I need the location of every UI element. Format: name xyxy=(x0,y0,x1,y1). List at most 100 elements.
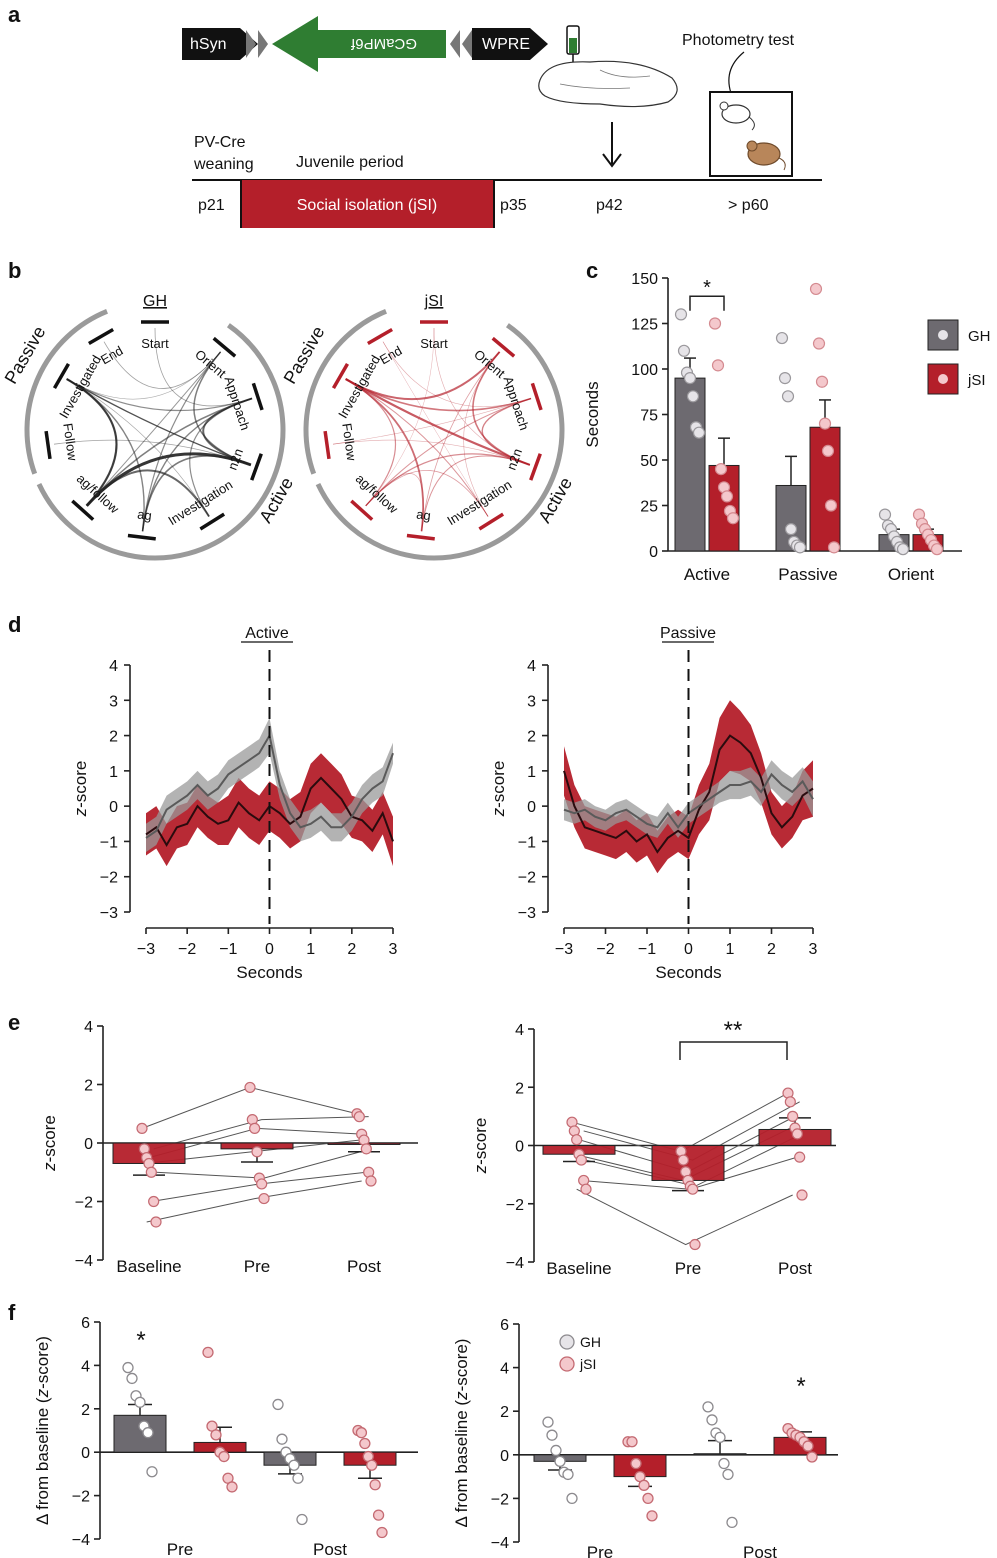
transition-edge xyxy=(433,327,530,466)
data-point xyxy=(896,543,910,556)
chart-title: Passive xyxy=(660,625,716,642)
data-point xyxy=(827,541,841,554)
data-point xyxy=(355,1427,368,1439)
x-tick-label: Pre xyxy=(675,1259,701,1278)
y-tick-label: −3 xyxy=(518,905,536,922)
y-tick-label: −4 xyxy=(72,1532,90,1549)
data-point xyxy=(720,490,734,503)
y-tick-label: −2 xyxy=(506,1197,524,1214)
behavior-label: Investigation xyxy=(444,477,514,528)
behavior-node xyxy=(88,327,114,345)
y-axis-label: z-score xyxy=(489,761,508,818)
juvenile-period-label: Juvenile period xyxy=(296,154,404,171)
transition-edge xyxy=(463,351,500,517)
weaning-label: weaning xyxy=(193,156,254,173)
data-point xyxy=(689,1238,701,1251)
y-tick-label: 3 xyxy=(527,693,536,710)
y-tick-label: 3 xyxy=(109,693,118,710)
y-tick-label: 2 xyxy=(84,1078,93,1095)
network-title-gh: GH xyxy=(143,293,167,310)
timepoint-p35: p35 xyxy=(500,197,527,214)
y-tick-label: 0 xyxy=(81,1445,90,1462)
paired-line xyxy=(576,1188,793,1246)
behavior-label: Approach xyxy=(222,374,253,432)
active-group-arc xyxy=(315,323,565,561)
transition-edge xyxy=(103,341,221,389)
x-axis-label: Seconds xyxy=(655,963,721,982)
data-point xyxy=(930,543,944,556)
isolation-label: Social isolation (jSI) xyxy=(297,197,438,214)
chart-e-active: −4 −2 0 2 4 z-score Baseline Pre Post xyxy=(40,1019,418,1276)
x-tick-label: 3 xyxy=(809,941,818,958)
panel-label-e: e xyxy=(8,1010,20,1035)
y-tick-label: 0 xyxy=(515,1139,524,1156)
panel-c: c 0 25 50 75 100 125 150 Seconds Active Passive Or… xyxy=(583,258,991,584)
chart-title: Active xyxy=(245,625,289,642)
behavior-node xyxy=(199,512,226,531)
x-tick-label: 0 xyxy=(265,941,274,958)
data-point xyxy=(571,1134,583,1146)
transition-edge xyxy=(154,327,253,407)
transition-edge xyxy=(332,398,532,445)
data-point xyxy=(276,1433,288,1445)
transition-edge xyxy=(481,397,532,466)
y-tick-label: 0 xyxy=(649,544,658,561)
data-point xyxy=(677,1154,689,1166)
data-point xyxy=(791,1128,803,1140)
y-tick-label: −2 xyxy=(75,1195,93,1212)
sem-band xyxy=(146,717,393,852)
significance-star: * xyxy=(796,1373,805,1400)
transition-edge xyxy=(53,439,251,466)
y-tick-label: 100 xyxy=(631,362,658,379)
data-point xyxy=(296,1513,308,1526)
behavior-label: Follow xyxy=(60,422,80,462)
data-point xyxy=(575,1154,587,1166)
data-point xyxy=(562,1468,574,1481)
data-point xyxy=(136,1122,148,1134)
down-arrowhead-icon xyxy=(602,153,622,168)
data-point xyxy=(146,1466,158,1478)
panel-label-d: d xyxy=(8,612,21,637)
significance-star: * xyxy=(703,277,711,299)
syringe-icon xyxy=(566,25,580,66)
y-axis-label: Δ from baseline (z-score) xyxy=(33,1336,52,1525)
hsyn-label: hSyn xyxy=(190,36,226,53)
x-tick-label: −1 xyxy=(219,941,237,958)
series-line xyxy=(563,734,814,854)
data-point xyxy=(630,1457,642,1470)
data-point xyxy=(376,1526,388,1539)
legend-label: GH xyxy=(968,328,991,345)
data-point xyxy=(726,512,740,525)
transition-edge xyxy=(86,351,221,507)
y-tick-label: −2 xyxy=(491,1491,509,1508)
data-point xyxy=(626,1436,638,1448)
lox-triangle xyxy=(246,30,256,58)
legend-label: jSI xyxy=(579,1356,596,1372)
behavior-node xyxy=(491,336,516,358)
data-point xyxy=(546,1429,558,1441)
data-point xyxy=(353,1111,365,1123)
data-point xyxy=(787,1110,799,1122)
transition-edge xyxy=(86,469,210,518)
y-tick-label: 4 xyxy=(527,658,536,675)
data-point xyxy=(815,375,829,388)
behavior-label: n2n xyxy=(225,446,247,472)
sem-band xyxy=(564,760,813,838)
y-tick-label: 0 xyxy=(84,1136,93,1153)
data-point xyxy=(824,499,838,512)
data-point xyxy=(360,1143,372,1155)
legend-marker xyxy=(938,374,948,384)
data-point xyxy=(366,1459,378,1471)
behavior-label: Investigation xyxy=(165,477,235,528)
data-point xyxy=(784,1096,796,1108)
data-point xyxy=(218,1450,230,1463)
chart-f-passive: −4 −2 0 2 4 6 Δ from baseline (z-score) Pre Post… xyxy=(452,1317,838,1558)
y-tick-label: 6 xyxy=(81,1315,90,1332)
data-point xyxy=(126,1372,138,1385)
panel-f: f −4 −2 0 2 4 6 Δ from baseline (z-score) Pre Po… xyxy=(8,1300,838,1558)
brain-icon xyxy=(538,60,678,108)
significance-bracket xyxy=(689,295,725,311)
lox-triangle xyxy=(258,30,268,58)
